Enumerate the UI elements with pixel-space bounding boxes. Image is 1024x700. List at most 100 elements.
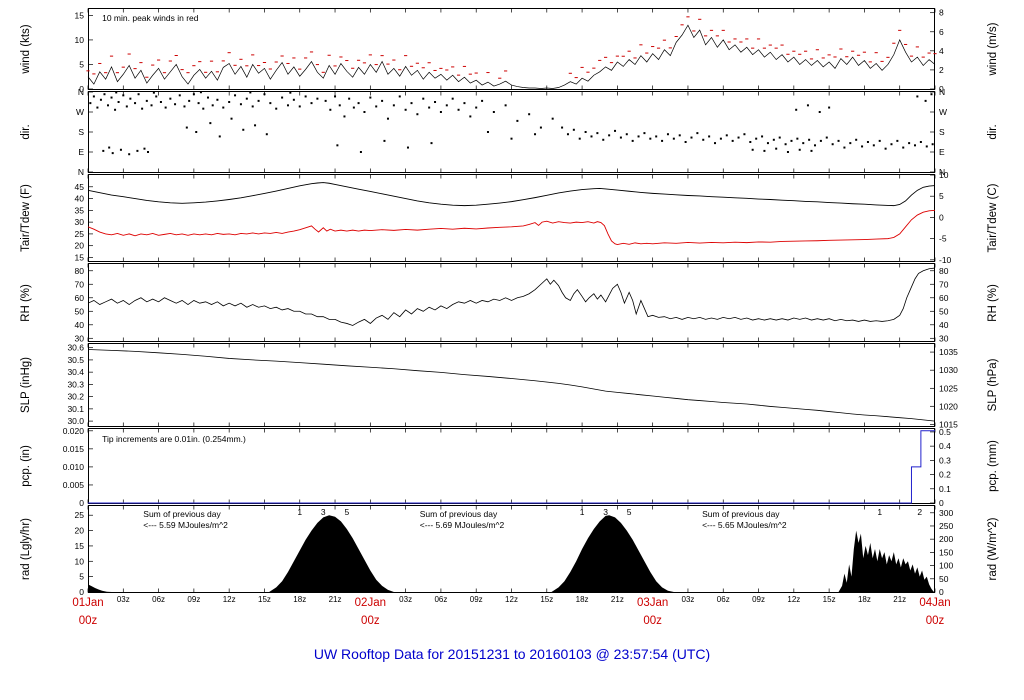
svg-text:0.1: 0.1 (939, 484, 951, 494)
svg-text:S: S (78, 127, 84, 137)
x-hour-label: 03z (116, 595, 130, 604)
svg-text:40: 40 (75, 320, 85, 330)
x-hour-label: 03z (399, 595, 413, 604)
svg-text:5: 5 (79, 59, 84, 69)
wind-plot: 0 5 10 15 0 2 4 6 8 10 min. peak winds in red (75, 8, 944, 94)
x-day-label: 01Jan 00z (72, 597, 104, 627)
x-hour-label: 06z (152, 595, 166, 604)
svg-text:35: 35 (75, 205, 85, 215)
svg-text:Sum of previous day: Sum of previous day (702, 509, 780, 519)
svg-text:20: 20 (75, 526, 85, 536)
x-hour-label: 21z (893, 595, 907, 604)
svg-text:30: 30 (939, 333, 949, 343)
svg-text:0: 0 (79, 84, 84, 94)
svg-text:5: 5 (939, 191, 944, 201)
svg-text:30.1: 30.1 (67, 404, 84, 414)
svg-text:3: 3 (321, 507, 326, 517)
svg-text:15: 15 (75, 252, 85, 262)
x-hour-label: 06z (434, 595, 448, 604)
svg-text:1: 1 (297, 507, 302, 517)
svg-text:1035: 1035 (939, 347, 958, 357)
svg-text:50: 50 (939, 306, 949, 316)
svg-text:150: 150 (939, 547, 953, 557)
svg-text:E: E (78, 147, 84, 157)
svg-text:30.4: 30.4 (67, 367, 84, 377)
svg-text:30.0: 30.0 (67, 416, 84, 426)
svg-text:100: 100 (939, 561, 953, 571)
panel-temperature: Tair/Tdew (F) 15 20 25 30 35 40 45 -10 -5 0 5 10 Ta… (0, 170, 1024, 265)
svg-text:E: E (939, 147, 945, 157)
svg-text:5: 5 (344, 507, 349, 517)
panel-radiation: rad (Lgly/hr) 0 5 10 15 20 25 0 50 100 150 200 250 3… (0, 505, 1024, 597)
svg-text:W: W (939, 107, 947, 117)
svg-text:N: N (78, 167, 84, 177)
figure-title: UW Rooftop Data for 20151231 to 20160103… (313, 646, 711, 662)
svg-text:300: 300 (939, 508, 953, 518)
x-hour-label: 12z (222, 595, 236, 604)
svg-text:-10: -10 (939, 255, 952, 265)
svg-text:5: 5 (79, 572, 84, 582)
svg-text:<--- 5.59 MJoules/m^2: <--- 5.59 MJoules/m^2 (143, 520, 228, 530)
direction-ylabel-right: dir. (987, 124, 999, 140)
svg-text:50: 50 (939, 574, 949, 584)
x-hour-label: 09z (187, 595, 201, 604)
svg-text:0.015: 0.015 (63, 444, 85, 454)
svg-text:45: 45 (75, 182, 85, 192)
svg-text:200: 200 (939, 534, 953, 544)
svg-text:0.2: 0.2 (939, 470, 951, 480)
svg-text:30.2: 30.2 (67, 392, 84, 402)
svg-text:<--- 5.69 MJoules/m^2: <--- 5.69 MJoules/m^2 (420, 520, 505, 530)
x-hour-label: 18z (293, 595, 307, 604)
temperature-ylabel-right: Tair/Tdew (C) (987, 183, 999, 253)
x-hour-label: 12z (787, 595, 801, 604)
humidity-ylabel-right: RH (%) (987, 283, 999, 322)
panel-humidity: RH (%) 30 40 50 60 70 80 30 40 50 60 70 80 RH (%) (0, 263, 1024, 343)
x-hour-label: 18z (575, 595, 589, 604)
svg-text:0.4: 0.4 (939, 441, 951, 451)
svg-text:1030: 1030 (939, 365, 958, 375)
wind-ylabel-right: wind (m/s) (987, 22, 999, 76)
svg-text:6: 6 (939, 27, 944, 37)
svg-text:80: 80 (75, 266, 85, 276)
svg-text:30.5: 30.5 (67, 355, 84, 365)
svg-text:40: 40 (939, 320, 949, 330)
svg-text:60: 60 (75, 293, 85, 303)
precip-plot: 0 0.005 0.010 0.015 0.020 0 0.1 0.2 0.3 0.4 0.5 Tip… (63, 426, 951, 508)
svg-text:10: 10 (75, 556, 85, 566)
svg-text:3: 3 (603, 507, 608, 517)
svg-text:25: 25 (75, 510, 85, 520)
svg-text:15: 15 (75, 10, 85, 20)
svg-text:8: 8 (939, 8, 944, 18)
svg-text:Tip increments are 0.01in. (0.: Tip increments are 0.01in. (0.254mm.) (102, 434, 246, 444)
x-hour-label: 18z (857, 595, 871, 604)
x-hour-label: 09z (469, 595, 483, 604)
svg-text:0.010: 0.010 (63, 462, 85, 472)
panel-precip: pcp. (in) 0 0.005 0.010 0.015 0.020 0 0.1 0.2 0.… (0, 426, 1024, 508)
x-hour-label: 09z (752, 595, 765, 604)
x-day-label: 04Jan 00z (919, 597, 951, 627)
x-day-label: 02Jan 00z (354, 597, 386, 627)
svg-text:N: N (939, 87, 945, 97)
svg-text:30.6: 30.6 (67, 343, 84, 353)
svg-text:70: 70 (75, 279, 85, 289)
svg-text:1020: 1020 (939, 401, 958, 411)
svg-text:0: 0 (79, 587, 84, 597)
svg-text:30: 30 (75, 217, 85, 227)
svg-text:30: 30 (75, 333, 85, 343)
svg-text:50: 50 (75, 306, 85, 316)
svg-text:Sum of previous day: Sum of previous day (420, 509, 498, 519)
svg-text:0: 0 (939, 587, 944, 597)
x-hour-label: 15z (540, 595, 554, 604)
svg-text:Sum of previous day: Sum of previous day (143, 509, 221, 519)
svg-text:S: S (939, 127, 945, 137)
x-hour-label: 21z (610, 595, 624, 604)
x-hour-label: 15z (822, 595, 836, 604)
svg-text:N: N (78, 87, 84, 97)
radiation-ylabel-right: rad (W/m^2) (987, 517, 999, 581)
svg-text:W: W (76, 107, 84, 117)
svg-text:30.3: 30.3 (67, 379, 84, 389)
svg-text:0: 0 (939, 84, 944, 94)
svg-text:10: 10 (75, 35, 85, 45)
x-hour-label: 06z (716, 595, 730, 604)
